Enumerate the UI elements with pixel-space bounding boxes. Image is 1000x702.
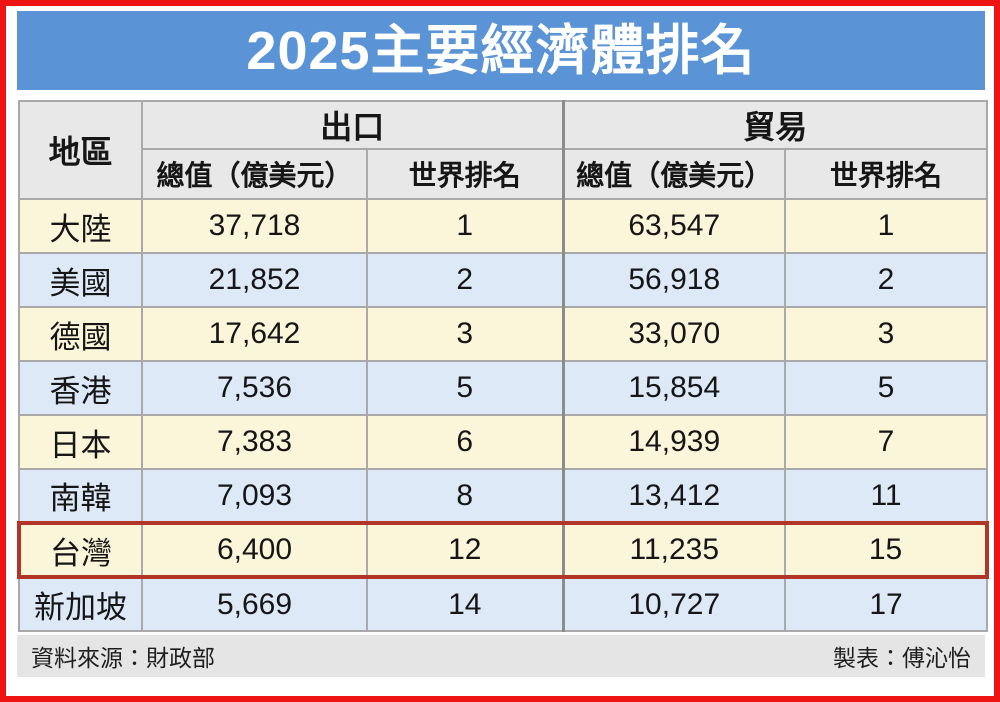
table-credit-label: 製表：傅沁怡 xyxy=(833,645,971,671)
export-rank-cell: 8 xyxy=(365,468,565,524)
export-value-cell: 7,093 xyxy=(141,468,368,524)
export-value-cell: 7,383 xyxy=(141,414,368,470)
export-value-cell: 21,852 xyxy=(141,252,368,308)
trade-value-cell: 33,070 xyxy=(561,306,787,362)
table-header: 地區 出口 貿易 總值（億美元） 世界排名 總值（億美元） 世界排名 xyxy=(18,100,989,200)
region-cell: 香港 xyxy=(18,360,143,416)
export-rank-cell: 1 xyxy=(365,198,565,254)
table-row-taiwan-highlighted: 台灣 6,400 12 11,235 15 xyxy=(17,521,990,579)
trade-value-cell: 14,939 xyxy=(561,414,787,470)
trade-rank-cell: 1 xyxy=(784,198,989,254)
export-rank-cell: 14 xyxy=(365,576,565,632)
economy-ranking-table: 地區 出口 貿易 總值（億美元） 世界排名 總值（億美元） 世界排名 大陸 37… xyxy=(17,100,990,632)
table-row-singapore: 新加坡 5,669 14 10,727 17 xyxy=(18,576,989,632)
export-value-cell: 7,536 xyxy=(141,360,368,416)
region-cell: 南韓 xyxy=(18,468,143,524)
export-value-cell: 37,718 xyxy=(141,198,368,254)
region-cell: 新加坡 xyxy=(18,576,143,632)
export-rank-cell: 12 xyxy=(365,521,565,579)
trade-value-cell: 10,727 xyxy=(561,576,787,632)
table-row-southkorea: 南韓 7,093 8 13,412 11 xyxy=(18,468,989,524)
trade-value-cell: 11,235 xyxy=(561,521,787,579)
trade-rank-cell: 11 xyxy=(784,468,989,524)
trade-group-header: 貿易 xyxy=(561,100,989,150)
trade-value-cell: 56,918 xyxy=(561,252,787,308)
table-row-mainland: 大陸 37,718 1 63,547 1 xyxy=(18,198,989,254)
table-row-usa: 美國 21,852 2 56,918 2 xyxy=(18,252,989,308)
region-cell: 美國 xyxy=(18,252,143,308)
export-rank-cell: 3 xyxy=(365,306,565,362)
trade-value-cell: 63,547 xyxy=(561,198,787,254)
export-rank-cell: 5 xyxy=(365,360,565,416)
export-rank-cell: 6 xyxy=(365,414,565,470)
table-row-germany: 德國 17,642 3 33,070 3 xyxy=(18,306,989,362)
page-title: 2025主要經濟體排名 xyxy=(246,20,756,81)
table-row-japan: 日本 7,383 6 14,939 7 xyxy=(18,414,989,470)
group-header-row: 地區 出口 貿易 xyxy=(18,100,989,200)
region-cell: 大陸 xyxy=(18,198,143,254)
trade-rank-cell: 15 xyxy=(784,521,990,579)
export-value-cell: 6,400 xyxy=(141,521,368,579)
trade-rank-cell: 17 xyxy=(784,576,989,632)
footer-bar: 資料來源：財政部 製表：傅沁怡 xyxy=(17,635,985,677)
data-source-label: 資料來源：財政部 xyxy=(31,645,215,671)
export-group-header: 出口 xyxy=(140,100,565,150)
export-value-cell: 5,669 xyxy=(141,576,368,632)
trade-rank-header: 世界排名 xyxy=(784,148,989,200)
table-row-hongkong: 香港 7,536 5 15,854 5 xyxy=(18,360,989,416)
region-cell: 日本 xyxy=(18,414,143,470)
export-value-cell: 17,642 xyxy=(141,306,368,362)
export-value-header: 總值（億美元） xyxy=(141,148,368,200)
region-cell: 德國 xyxy=(18,306,143,362)
region-cell: 台灣 xyxy=(17,521,143,579)
trade-rank-cell: 7 xyxy=(784,414,989,470)
title-bar: 2025主要經濟體排名 xyxy=(17,11,985,90)
trade-value-cell: 13,412 xyxy=(561,468,787,524)
trade-rank-cell: 5 xyxy=(784,360,989,416)
trade-rank-cell: 3 xyxy=(784,306,989,362)
trade-value-header: 總值（億美元） xyxy=(561,148,787,200)
export-rank-cell: 2 xyxy=(365,252,565,308)
trade-rank-cell: 2 xyxy=(784,252,989,308)
export-rank-header: 世界排名 xyxy=(365,148,565,200)
sub-header-row: 總值（億美元） 世界排名 總值（億美元） 世界排名 xyxy=(19,148,989,200)
table-body: 大陸 37,718 1 63,547 1 美國 21,852 2 56,918 … xyxy=(17,198,990,632)
trade-value-cell: 15,854 xyxy=(561,360,787,416)
region-column-header: 地區 xyxy=(18,100,143,200)
